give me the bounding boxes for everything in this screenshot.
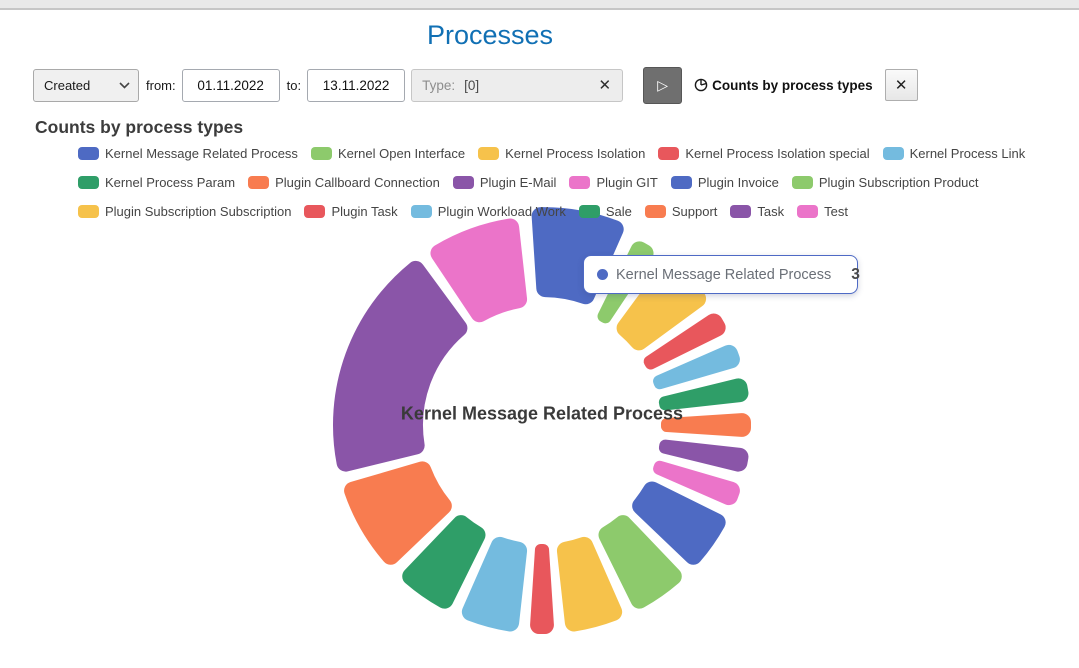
legend-label: Plugin Subscription Subscription xyxy=(105,204,292,219)
legend-swatch xyxy=(730,205,752,218)
legend-swatch xyxy=(410,205,432,218)
legend-item[interactable]: Plugin Callboard Connection xyxy=(248,175,440,190)
legend-item[interactable]: Plugin Task xyxy=(304,204,398,219)
donut-segment[interactable] xyxy=(342,459,454,567)
legend-label: Plugin Invoice xyxy=(697,175,779,190)
legend-swatch xyxy=(791,176,813,189)
legend-item[interactable]: Kernel Process Param xyxy=(78,175,235,190)
page-title: Processes xyxy=(426,20,554,50)
chart-tooltip: Kernel Message Related Process 3 xyxy=(583,255,860,294)
donut-segment[interactable] xyxy=(641,311,728,372)
donut-segment[interactable] xyxy=(428,216,530,325)
tooltip-label: Kernel Message Related Process xyxy=(616,266,832,283)
legend-item[interactable]: Kernel Process Isolation xyxy=(478,146,645,161)
donut-segment[interactable] xyxy=(656,376,751,413)
clear-type-icon[interactable]: ✕ xyxy=(598,77,612,94)
legend-item[interactable]: Kernel Process Isolation special xyxy=(658,146,870,161)
type-value: [0] xyxy=(464,77,480,93)
legend-label: Kernel Process Link xyxy=(909,146,1026,161)
top-divider xyxy=(0,0,1079,10)
play-icon: ▷ xyxy=(657,76,668,93)
legend-item[interactable]: Kernel Process Link xyxy=(882,146,1026,161)
legend-item[interactable]: Kernel Open Interface xyxy=(310,146,466,161)
legend-label: Kernel Message Related Process xyxy=(105,146,298,161)
legend-item[interactable]: Task xyxy=(730,204,784,219)
to-label: to: xyxy=(286,77,302,93)
legend-swatch xyxy=(78,176,99,189)
field-select-value: Created xyxy=(44,77,91,93)
legend-label: Test xyxy=(824,204,848,219)
donut-segment[interactable] xyxy=(596,513,684,611)
legend-label: Plugin Subscription Product xyxy=(818,175,979,190)
chart-section-heading: Counts by process types xyxy=(35,117,244,137)
donut-segment[interactable] xyxy=(554,534,625,634)
legend-swatch xyxy=(304,205,326,218)
donut-segment[interactable] xyxy=(630,479,728,567)
tooltip-series-dot xyxy=(597,269,608,280)
run-query-button[interactable]: ▷ xyxy=(643,66,683,104)
legend-label: Plugin Callboard Connection xyxy=(275,175,440,190)
legend-item[interactable]: Plugin Invoice xyxy=(670,175,779,190)
field-select[interactable]: Created xyxy=(33,68,139,102)
donut-segment[interactable] xyxy=(658,411,754,439)
legend-item[interactable]: Plugin E-Mail xyxy=(452,175,557,190)
legend-label: Plugin GIT xyxy=(596,175,658,190)
toolbar: Created from: to: Type: [0] ✕ ▷ Counts b… xyxy=(33,66,918,104)
donut-segment[interactable] xyxy=(528,541,556,637)
legend-item[interactable]: Plugin Subscription Product xyxy=(791,175,979,190)
legend-swatch xyxy=(310,147,332,160)
from-date-input[interactable] xyxy=(181,68,280,102)
legend-label: Sale xyxy=(605,204,632,219)
legend-label: Kernel Process Isolation xyxy=(505,146,646,161)
donut-segment[interactable] xyxy=(331,258,470,474)
legend-label: Task xyxy=(757,204,785,219)
type-placeholder: Type: xyxy=(422,77,456,93)
legend-label: Plugin Task xyxy=(331,204,398,219)
legend-item[interactable]: Test xyxy=(797,204,848,219)
legend-label: Support xyxy=(671,204,718,219)
legend-swatch xyxy=(882,147,904,160)
legend-label: Kernel Open Interface xyxy=(337,146,466,161)
legend-label: Plugin E-Mail xyxy=(479,175,557,190)
legend-item[interactable]: Plugin Subscription Subscription xyxy=(78,204,291,219)
legend-swatch xyxy=(78,147,99,160)
donut-segment[interactable] xyxy=(656,437,751,474)
legend-swatch xyxy=(452,176,474,189)
legend-item[interactable]: Plugin GIT xyxy=(569,175,658,190)
donut-segment[interactable] xyxy=(651,342,742,392)
to-date-input[interactable] xyxy=(307,68,406,102)
chart-toggle-label: Counts by process types xyxy=(712,77,873,93)
legend-item[interactable]: Support xyxy=(644,204,718,219)
legend-swatch xyxy=(248,176,270,189)
legend-label: Kernel Process Isolation special xyxy=(685,146,870,161)
legend-item[interactable]: Kernel Message Related Process xyxy=(78,146,298,161)
donut-segment[interactable] xyxy=(651,458,742,508)
legend-swatch xyxy=(644,205,666,218)
chevron-down-icon xyxy=(119,81,130,89)
close-icon: ✕ xyxy=(894,77,908,94)
donut-segment[interactable] xyxy=(459,534,530,634)
legend-item[interactable]: Sale xyxy=(578,204,632,219)
tooltip-value: 3 xyxy=(851,265,860,283)
legend-swatch xyxy=(78,205,99,218)
legend-swatch xyxy=(578,205,600,218)
chart-toggle[interactable]: Counts by process types xyxy=(694,78,873,93)
close-chart-button[interactable]: ✕ xyxy=(884,69,918,101)
donut-segment[interactable] xyxy=(400,513,488,611)
legend-swatch xyxy=(670,176,692,189)
type-filter-field[interactable]: Type: [0] ✕ xyxy=(411,68,624,102)
legend-swatch xyxy=(478,147,500,160)
legend-swatch xyxy=(658,147,680,160)
chart-legend: Kernel Message Related Process Kernel Ope… xyxy=(78,146,1026,219)
legend-label: Plugin Workload Work xyxy=(437,204,566,219)
pie-chart-icon xyxy=(694,78,708,92)
legend-label: Kernel Process Param xyxy=(105,175,236,190)
legend-swatch xyxy=(797,205,819,218)
from-label: from: xyxy=(146,77,176,93)
legend-item[interactable]: Plugin Workload Work xyxy=(410,204,566,219)
legend-swatch xyxy=(569,176,591,189)
donut-center-label: Kernel Message Related Process xyxy=(400,403,684,424)
